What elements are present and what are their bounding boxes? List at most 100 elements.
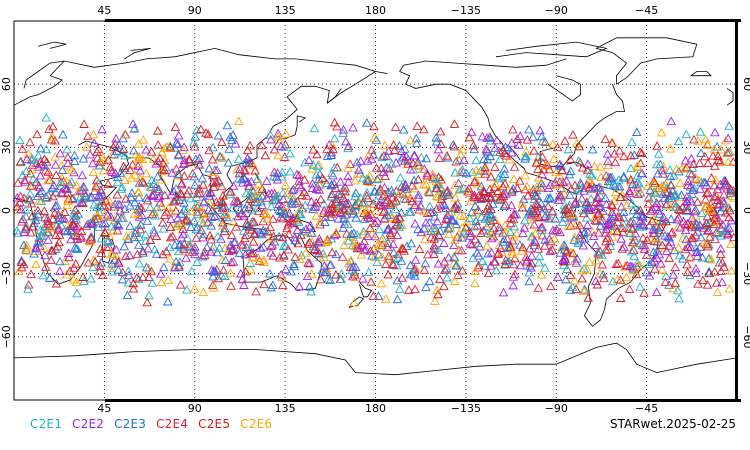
coastline-path [399, 58, 567, 72]
observation-triangle [130, 170, 140, 179]
observation-triangle [189, 137, 199, 147]
observation-triangle [277, 232, 288, 242]
observation-triangle [306, 197, 317, 206]
observation-triangle [715, 243, 726, 253]
observation-triangle [709, 219, 719, 229]
observation-triangle [464, 132, 475, 142]
observation-triangle [611, 259, 622, 268]
left-lat-label: 0 [0, 207, 13, 214]
observation-triangle [410, 200, 420, 209]
observation-triangle [235, 164, 245, 173]
observation-triangle [314, 185, 325, 194]
observation-triangle [566, 220, 576, 230]
observation-triangle [674, 250, 685, 260]
observation-triangle [536, 222, 546, 232]
observation-triangle [444, 229, 454, 238]
observation-triangle [493, 248, 504, 257]
observation-triangle [339, 240, 349, 250]
observation-triangle [199, 197, 209, 207]
observation-triangle [257, 184, 267, 193]
observation-triangle [56, 177, 66, 187]
observation-triangle [368, 198, 379, 208]
coastline-path [399, 71, 577, 195]
observation-triangle [138, 272, 148, 282]
observation-triangle [53, 224, 64, 234]
observation-triangle [420, 258, 431, 268]
observation-triangle [593, 207, 604, 217]
observation-triangle [666, 214, 676, 223]
observation-triangle [346, 229, 357, 238]
observation-triangle [359, 197, 370, 207]
observation-triangle [245, 140, 255, 150]
observation-triangle [225, 132, 235, 141]
observation-triangle [402, 190, 413, 199]
observation-triangle [175, 188, 186, 198]
observation-triangle [273, 128, 283, 138]
observation-triangle [359, 245, 370, 255]
observation-triangle [527, 251, 537, 260]
observation-triangle [557, 217, 568, 226]
observation-triangle [71, 180, 82, 190]
observation-triangle [615, 275, 626, 284]
observation-triangle [331, 269, 341, 279]
observation-triangle [248, 248, 259, 257]
observation-triangle [220, 255, 231, 264]
observation-triangle [565, 166, 576, 176]
observation-triangle [350, 262, 361, 272]
observation-triangle [655, 227, 666, 237]
observation-triangle [224, 144, 235, 153]
observation-triangle [565, 190, 575, 199]
coastline-path [726, 88, 734, 106]
observation-triangle [430, 211, 440, 221]
observation-triangle [311, 184, 322, 194]
observation-triangle [191, 199, 201, 209]
observation-triangle [23, 194, 34, 204]
observation-triangle [133, 208, 144, 217]
observation-triangle [582, 197, 592, 207]
observation-triangle [296, 250, 307, 260]
observation-triangle [198, 179, 208, 189]
observation-triangle [191, 192, 202, 201]
observation-triangle [354, 243, 365, 252]
observation-triangle [687, 169, 697, 179]
observation-triangle [445, 188, 455, 198]
observation-triangle [377, 240, 387, 249]
observation-triangle [391, 195, 401, 205]
observation-triangle [654, 205, 664, 215]
observation-triangle [68, 193, 78, 202]
observation-triangle [712, 228, 723, 237]
observation-triangle [648, 193, 658, 203]
observation-triangle [555, 248, 566, 257]
observation-triangle [326, 191, 337, 201]
observation-triangle [371, 206, 381, 216]
observation-triangle [680, 244, 691, 254]
observation-triangle [346, 255, 356, 265]
observation-triangle [241, 157, 252, 167]
observation-triangle [27, 160, 38, 169]
observation-triangle [535, 125, 545, 135]
legend: C2E1 C2E2 C2E3 C2E4 C2E5 C2E6 [30, 417, 272, 431]
observation-triangle [571, 284, 581, 293]
observation-triangle [331, 183, 341, 192]
observation-triangle [32, 129, 42, 139]
observation-triangle [713, 151, 723, 160]
observation-triangle [332, 121, 342, 131]
observation-triangle [171, 163, 182, 173]
observation-triangle [69, 263, 79, 272]
observation-triangle [548, 139, 558, 149]
observation-triangle [412, 121, 422, 130]
observation-triangle [647, 216, 657, 225]
observation-triangle [277, 167, 287, 177]
observation-triangle [650, 264, 660, 273]
observation-triangle [37, 186, 47, 195]
observation-triangle [583, 293, 594, 302]
observation-triangle [410, 255, 421, 264]
observation-triangle [53, 222, 64, 232]
observation-triangle [571, 258, 582, 267]
observation-triangle [238, 165, 249, 174]
observation-triangle [600, 134, 611, 144]
observation-triangle [345, 256, 356, 266]
observation-triangle [218, 265, 229, 275]
observation-triangle [290, 252, 301, 261]
observation-triangle [113, 256, 124, 266]
